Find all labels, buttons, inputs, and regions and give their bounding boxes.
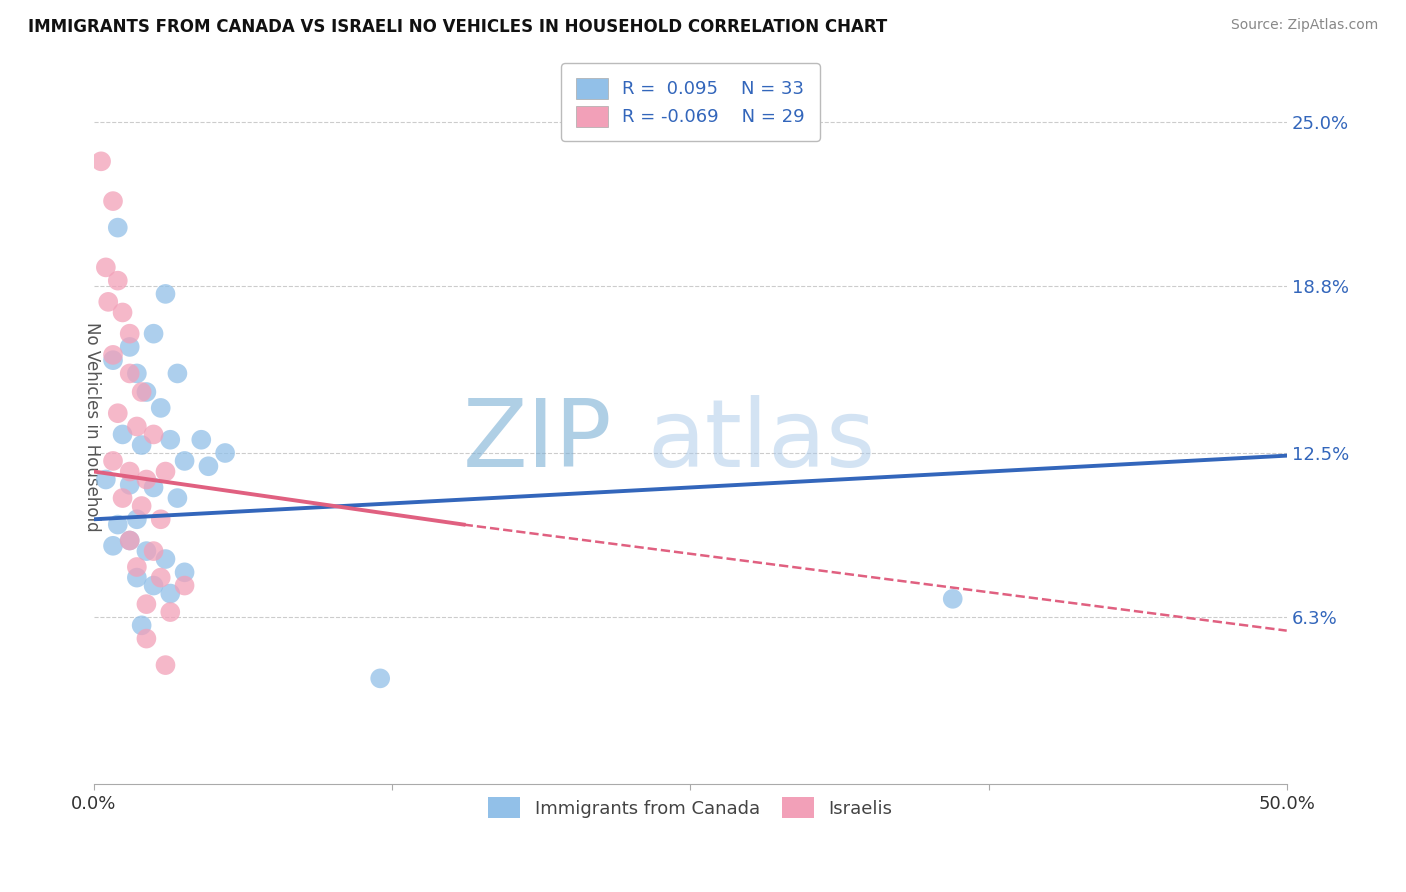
Point [131, 499, 153, 513]
Point [368, 672, 391, 686]
Point [118, 367, 141, 381]
Point [131, 618, 153, 632]
Point [125, 560, 148, 574]
Point [149, 571, 172, 585]
Point [94, 260, 117, 275]
Point [135, 473, 157, 487]
Point [135, 597, 157, 611]
Point [131, 384, 153, 399]
Text: IMMIGRANTS FROM CANADA VS ISRAELI NO VEHICLES IN HOUSEHOLD CORRELATION CHART: IMMIGRANTS FROM CANADA VS ISRAELI NO VEH… [28, 18, 887, 36]
Point [149, 512, 172, 526]
Point [135, 544, 157, 558]
Point [197, 459, 219, 474]
Point [155, 286, 177, 301]
Point [159, 433, 181, 447]
Point [101, 454, 124, 468]
Point [107, 220, 129, 235]
Point [173, 566, 195, 580]
Point [149, 401, 172, 415]
Point [118, 533, 141, 548]
Point [131, 438, 153, 452]
Point [107, 406, 129, 420]
Point [125, 419, 148, 434]
Point [125, 512, 148, 526]
Point [155, 552, 177, 566]
Point [101, 348, 124, 362]
Point [90, 154, 112, 169]
Point [107, 517, 129, 532]
Point [135, 632, 157, 646]
Point [142, 427, 165, 442]
Point [142, 326, 165, 341]
Point [159, 586, 181, 600]
Point [118, 326, 141, 341]
Point [142, 578, 165, 592]
Point [101, 353, 124, 368]
Point [173, 454, 195, 468]
Legend: Immigrants from Canada, Israelis: Immigrants from Canada, Israelis [481, 790, 900, 825]
Point [118, 478, 141, 492]
Point [111, 491, 134, 505]
Y-axis label: No Vehicles in Household: No Vehicles in Household [83, 322, 101, 532]
Text: ZIP: ZIP [463, 395, 613, 487]
Point [118, 340, 141, 354]
Text: Source: ZipAtlas.com: Source: ZipAtlas.com [1230, 18, 1378, 32]
Point [118, 533, 141, 548]
Point [111, 427, 134, 442]
Point [125, 367, 148, 381]
Point [214, 446, 236, 460]
Point [125, 571, 148, 585]
Point [159, 605, 181, 619]
Point [135, 384, 157, 399]
Point [166, 491, 188, 505]
Point [173, 578, 195, 592]
Text: atlas: atlas [648, 395, 876, 487]
Point [118, 465, 141, 479]
Point [942, 591, 965, 606]
Point [155, 465, 177, 479]
Point [166, 367, 188, 381]
Point [101, 194, 124, 208]
Point [111, 305, 134, 319]
Point [142, 544, 165, 558]
Point [155, 658, 177, 673]
Point [97, 294, 120, 309]
Point [101, 539, 124, 553]
Point [142, 480, 165, 494]
Point [190, 433, 212, 447]
Point [94, 473, 117, 487]
Point [107, 274, 129, 288]
